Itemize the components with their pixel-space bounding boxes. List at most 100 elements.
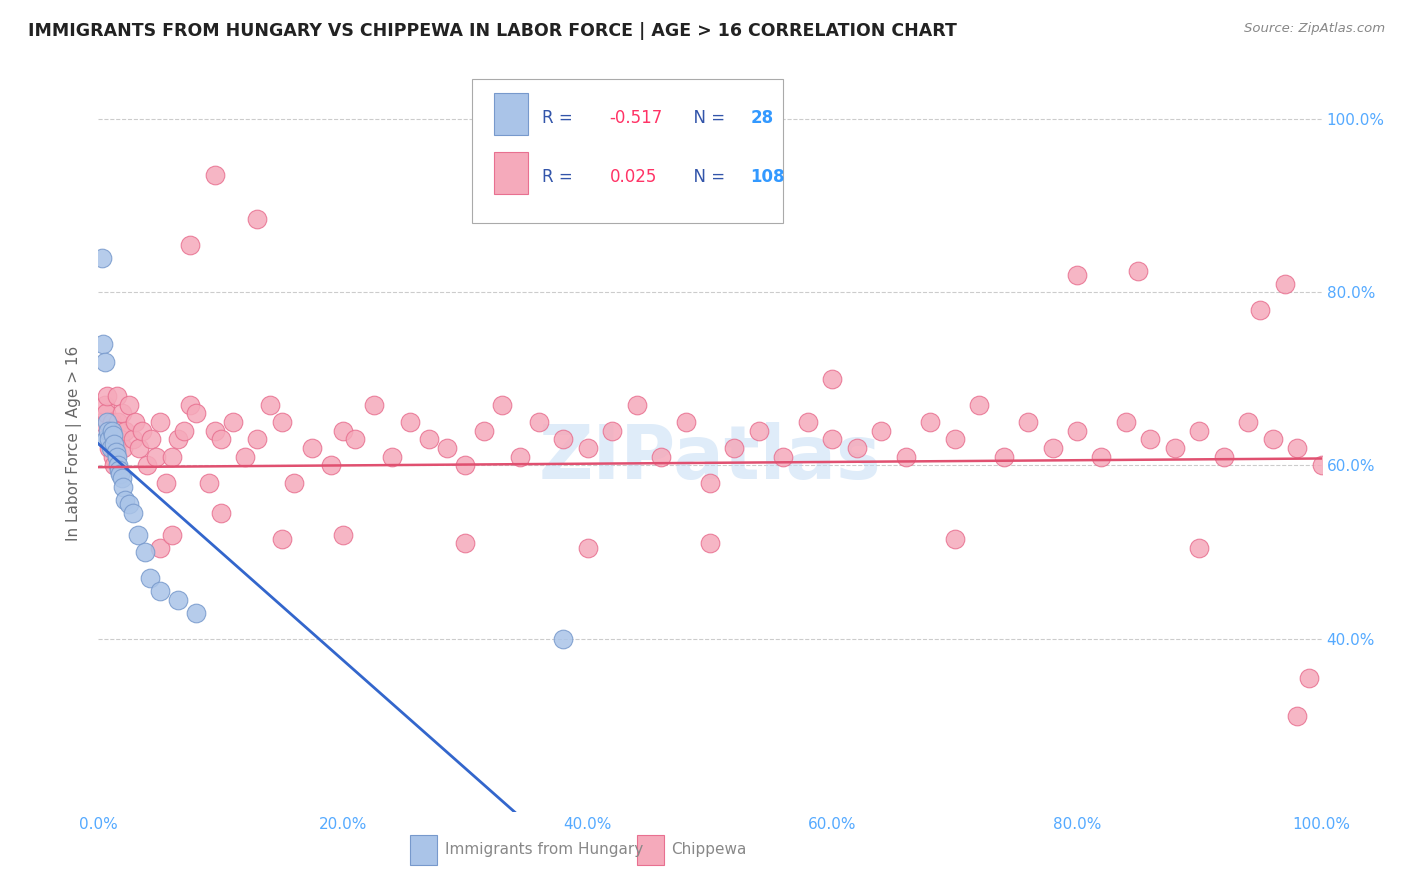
Point: [118, 398, 141, 412]
Point: [821, 433, 844, 447]
Point: [332, 424, 354, 438]
Text: Source: ZipAtlas.com: Source: ZipAtlas.com: [1244, 22, 1385, 36]
Point: [1286, 441, 1309, 455]
Point: [821, 372, 844, 386]
Point: [553, 433, 575, 447]
Point: [527, 415, 550, 429]
Point: [204, 424, 226, 438]
Point: [748, 424, 770, 438]
Point: [103, 436, 125, 450]
Point: [173, 424, 195, 438]
Point: [121, 506, 143, 520]
Point: [167, 592, 190, 607]
Point: [118, 497, 141, 511]
Point: [772, 450, 794, 464]
Point: [943, 532, 966, 546]
Point: [650, 450, 672, 464]
Point: [155, 475, 177, 490]
Text: Immigrants from Hungary: Immigrants from Hungary: [444, 842, 643, 857]
Point: [301, 441, 323, 455]
Point: [114, 493, 136, 508]
Point: [246, 433, 269, 447]
Point: [108, 424, 131, 438]
Point: [436, 441, 458, 455]
Point: [845, 441, 868, 455]
Point: [107, 458, 129, 473]
Point: [723, 441, 745, 455]
Point: [472, 424, 495, 438]
Point: [186, 407, 208, 421]
Point: [943, 433, 966, 447]
Point: [270, 415, 294, 429]
Point: [127, 527, 149, 541]
Point: [233, 450, 256, 464]
Point: [94, 433, 117, 447]
Point: [1164, 441, 1187, 455]
Point: [894, 450, 917, 464]
Point: [104, 445, 127, 459]
Point: [699, 536, 721, 550]
Point: [1017, 415, 1039, 429]
FancyBboxPatch shape: [637, 835, 664, 864]
Point: [553, 632, 575, 646]
Text: 0.025: 0.025: [610, 168, 657, 186]
Point: [209, 433, 232, 447]
Point: [1115, 415, 1137, 429]
Point: [91, 337, 114, 351]
Point: [131, 424, 153, 438]
Point: [209, 506, 232, 520]
Text: N =: N =: [683, 109, 731, 127]
Point: [270, 532, 294, 546]
Point: [1090, 450, 1112, 464]
Point: [454, 458, 477, 473]
Text: N =: N =: [683, 168, 731, 186]
Text: ZIPatlas: ZIPatlas: [538, 422, 882, 495]
Point: [967, 398, 990, 412]
Point: [110, 467, 132, 481]
Point: [104, 441, 127, 455]
Point: [111, 471, 134, 485]
Point: [1139, 433, 1161, 447]
Point: [94, 407, 117, 421]
Point: [101, 450, 124, 464]
Point: [111, 480, 134, 494]
Point: [491, 398, 513, 412]
Point: [93, 398, 115, 412]
Point: [204, 169, 226, 183]
Point: [246, 211, 269, 226]
Text: R =: R =: [543, 168, 578, 186]
Point: [96, 389, 118, 403]
Point: [1274, 277, 1296, 291]
Point: [699, 475, 721, 490]
Point: [124, 415, 146, 429]
Point: [101, 428, 124, 442]
Point: [110, 433, 132, 447]
Text: Chippewa: Chippewa: [671, 842, 747, 857]
Point: [160, 450, 183, 464]
Point: [1128, 263, 1150, 277]
Point: [1310, 458, 1333, 473]
Point: [111, 407, 134, 421]
Point: [108, 463, 131, 477]
Point: [1212, 450, 1234, 464]
Point: [139, 571, 162, 585]
Point: [107, 415, 129, 429]
Point: [103, 458, 125, 473]
Point: [179, 398, 201, 412]
Point: [105, 389, 128, 403]
Text: 28: 28: [751, 109, 773, 127]
Point: [98, 433, 121, 447]
Point: [870, 424, 893, 438]
FancyBboxPatch shape: [494, 94, 527, 135]
Point: [97, 424, 120, 438]
Point: [134, 545, 156, 559]
Point: [136, 458, 159, 473]
Point: [600, 424, 623, 438]
Point: [920, 415, 942, 429]
Point: [1286, 709, 1309, 723]
Point: [1042, 441, 1064, 455]
Point: [149, 584, 172, 599]
Point: [418, 433, 440, 447]
Point: [283, 475, 305, 490]
FancyBboxPatch shape: [411, 835, 437, 864]
